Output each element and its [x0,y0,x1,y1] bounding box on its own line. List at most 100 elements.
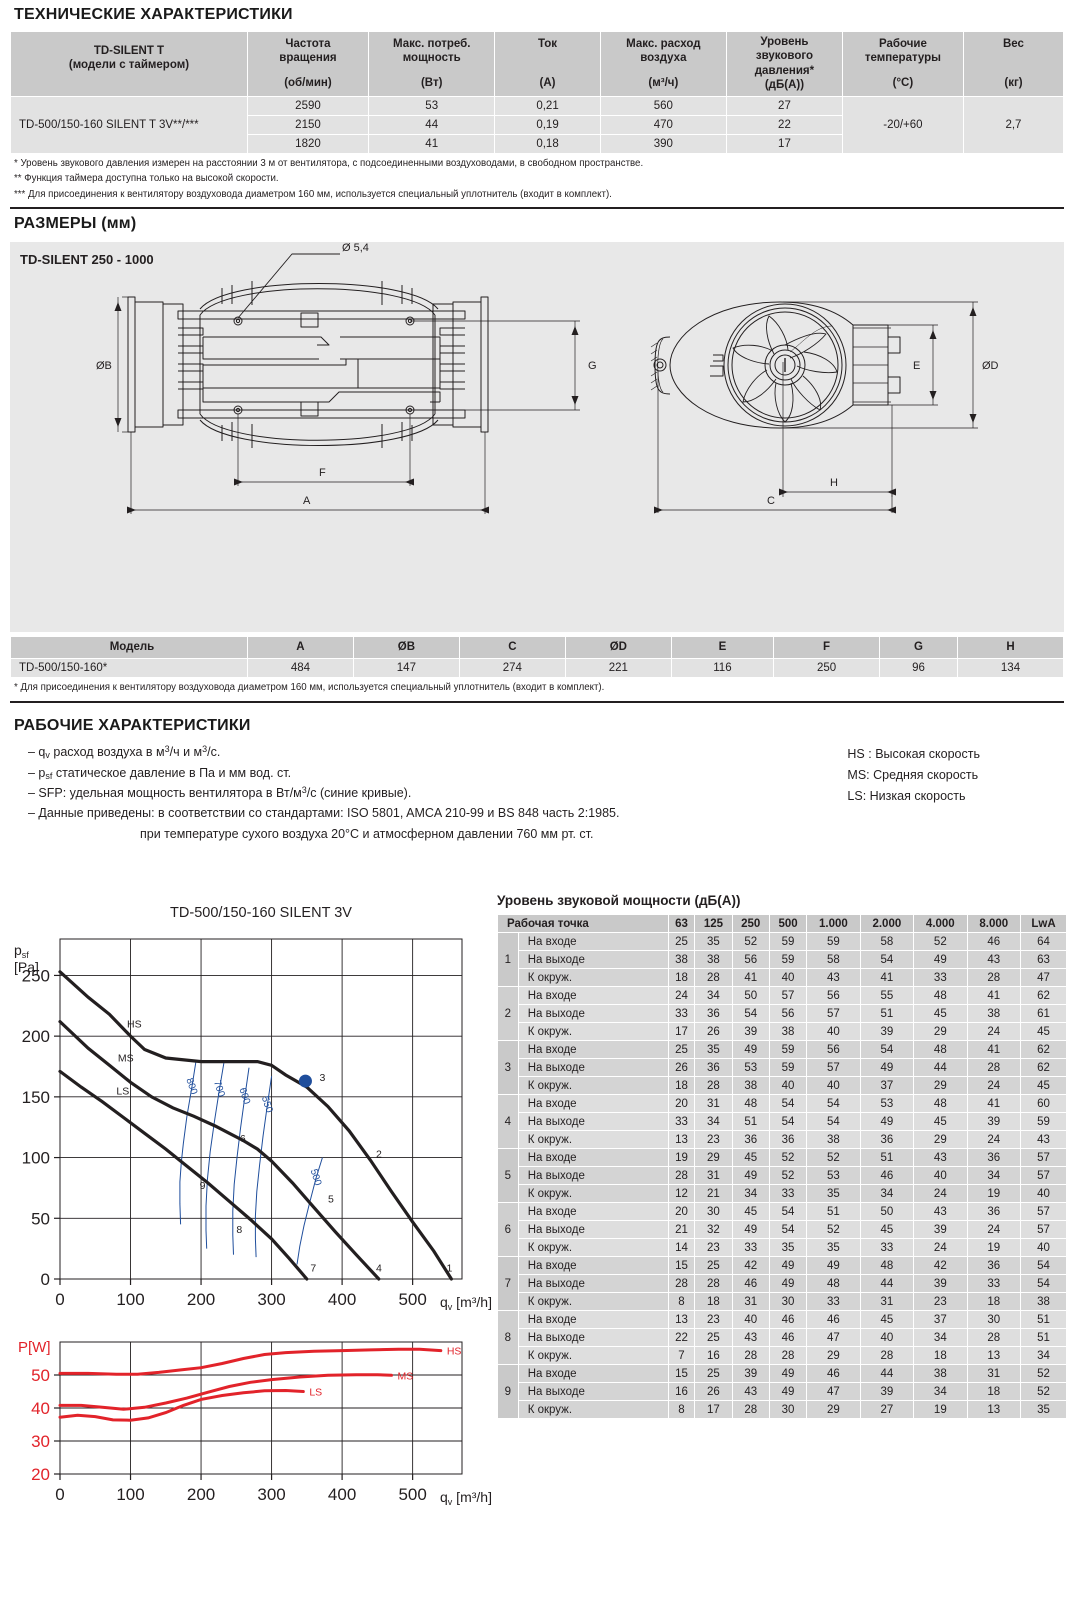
cell-noise-value: 34 [913,1328,968,1347]
cell-noise-value: 8 [667,1292,696,1311]
cell-noise-value: 45 [1020,1022,1067,1041]
cell-noise-value: 51 [731,1112,770,1131]
cell-noise-value: 56 [768,1004,808,1023]
cell-noise-value: 20 [667,1202,696,1221]
cell-noise-value: 36 [731,1130,770,1149]
cell-noise-value: 41 [731,968,770,987]
cell-noise-value: 25 [667,1040,696,1059]
x-tick-label: 500 [398,1290,426,1309]
cell-noise-value: 37 [913,1310,968,1329]
cell-measure-label: На входе [517,1202,669,1221]
table-row: На выходе 33 34 51 54 54 49 45 39 59 [498,1112,1067,1131]
th-dim-E: E [670,636,775,659]
performance-charts: TD-500/150-160 SILENT 3V 0 50 100 150 200 250… [0,905,492,1545]
cell-noise-value: 54 [768,1094,808,1113]
cell-noise-value: 16 [694,1346,733,1365]
th-band-125: 125 [694,914,733,933]
cell-noise-value: 34 [913,1382,968,1401]
cell-noise-value: 56 [806,986,861,1005]
cell-dim-D: 221 [564,657,672,678]
cell-noise-value: 25 [694,1256,733,1275]
label-A: A [303,495,311,507]
cell-measure-label: К окруж. [517,1292,669,1311]
cell-noise-value: 19 [966,1238,1022,1257]
cell-noise-value: 34 [859,1184,915,1203]
cell-operating-point: 9 [497,1364,519,1419]
th-dim-G: G [879,636,958,659]
cell-noise-value: 29 [913,1022,968,1041]
cell-noise-value: 54 [731,1004,770,1023]
cell-measure-label: На входе [517,1364,669,1383]
label-H: H [830,477,838,489]
cell-current: 0,19 [494,114,601,135]
sfp-curve-label: 500 [308,1168,324,1188]
drawing-panel-title: TD-SILENT 250 - 1000 [20,252,154,268]
cell-noise-value: 62 [1020,1058,1067,1077]
cell-noise-value: 39 [859,1022,915,1041]
cell-noise-value: 34 [1020,1346,1067,1365]
x-tick-label: 200 [187,1485,215,1504]
table-row: TD-500/150-160 SILENT T 3V**/*** 2590 53… [10,95,1065,154]
th-power: Макс. потреб. мощность (Вт) [368,31,496,97]
cell-noise-value: 17 [694,1400,733,1419]
y-axis-label: psf [Pa] [14,942,39,975]
th-dim-F: F [773,636,881,659]
cell-noise-value: 33 [768,1184,808,1203]
cell-operating-point: 3 [497,1040,519,1095]
cell-noise-value: 38 [806,1130,861,1149]
bullet-standards: – Данные приведены: в соответствии со ст… [28,806,620,821]
cell-noise-value: 23 [913,1292,968,1311]
cell-noise-value: 34 [966,1166,1022,1185]
cell-noise-value: 24 [966,1130,1022,1149]
cell-noise-value: 24 [966,1022,1022,1041]
cell-noise-value: 41 [966,1094,1022,1113]
cell-operating-point: 7 [497,1256,519,1311]
cell-noise-value: 48 [859,1256,915,1275]
sfp-curve-label: 600 [236,1086,252,1106]
cell-noise-value: 49 [913,950,968,969]
th-sound-pressure: Уровень звукового давления* (дБ(А)) [726,31,843,97]
cell-noise-value: 28 [966,1328,1022,1347]
cell-dim-E: 116 [670,657,775,678]
legend-hs: HS : Высокая скорость [847,747,980,762]
note-3: *** Для присоединения к вентилятору возд… [14,188,612,200]
perf-section-title: РАБОЧИЕ ХАРАКТЕРИСТИКИ [10,701,1064,742]
cell-noise-value: 25 [667,932,696,951]
cell-noise-value: 15 [667,1364,696,1383]
cell-noise-value: 47 [1020,968,1067,987]
x-tick-label: 300 [257,1485,285,1504]
th-band-1.000: 1.000 [806,914,861,933]
cell-noise-value: 52 [768,1148,808,1167]
cell-noise-value: 49 [859,1058,915,1077]
y-axis-label: P[W] [18,1339,51,1356]
cell-noise-value: 45 [731,1202,770,1221]
dimension-drawings: Ø 5,4 ØB G F A E ØD H C [96,242,999,515]
cell-measure-label: На входе [517,1256,669,1275]
cell-noise-value: 52 [806,1220,861,1239]
note-1: * Уровень звукового давления измерен на … [14,157,644,169]
x-tick-label: 100 [116,1290,144,1309]
cell-dim-G: 96 [879,657,958,678]
cell-noise-value: 39 [966,1112,1022,1131]
cell-noise-value: 28 [694,1274,733,1293]
cell-noise-value: 57 [1020,1148,1067,1167]
cell-noise-value: 62 [1020,986,1067,1005]
cell-measure-label: На выходе [517,1274,669,1293]
cell-noise-value: 51 [1020,1310,1067,1329]
cell-noise-value: 30 [768,1292,808,1311]
cell-sound: 17 [726,133,843,154]
cell-noise-value: 38 [731,1076,770,1095]
cell-measure-label: На выходе [517,1058,669,1077]
cell-noise-value: 48 [913,986,968,1005]
cell-noise-value: 35 [694,932,733,951]
cell-airflow: 470 [599,114,728,135]
sound-power-title: Уровень звуковой мощности (дБ(А)) [497,893,741,908]
cell-noise-value: 31 [694,1094,733,1113]
operating-point-label: 8 [236,1224,242,1236]
cell-noise-value: 24 [966,1076,1022,1095]
y-tick-label: 30 [31,1432,50,1451]
cell-noise-value: 24 [913,1184,968,1203]
cell-noise-value: 35 [806,1184,861,1203]
th-current: Ток (А) [494,31,601,97]
